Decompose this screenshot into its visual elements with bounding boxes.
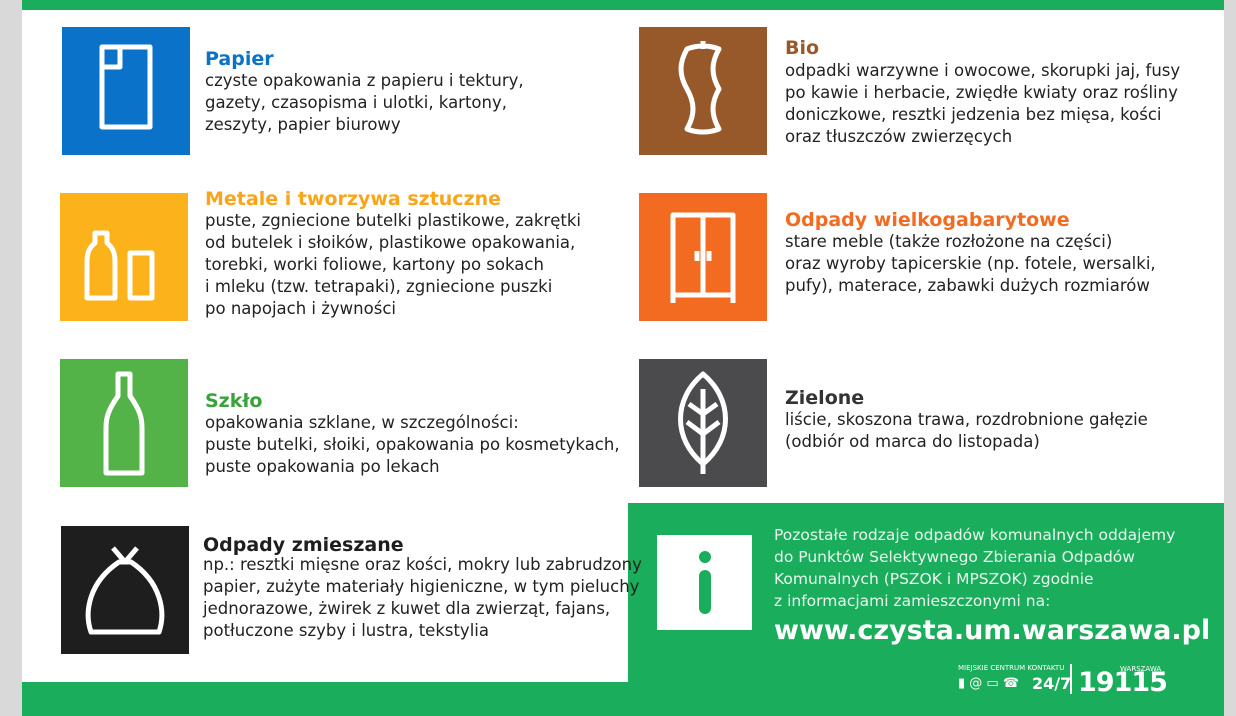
category-line: potłuczone szyby i lustra, tekstylia: [203, 621, 489, 640]
divider: [1070, 664, 1072, 694]
category-line: puste, zgniecione butelki plastikowe, za…: [205, 211, 581, 230]
category-icon: [60, 193, 188, 321]
info-glyph: [699, 551, 711, 614]
category-line: np.: resztki mięsne oraz kości, mokry lu…: [203, 555, 642, 574]
contact-label: MIEJSKIE CENTRUM KONTAKTU: [958, 664, 1065, 672]
category-line: puste opakowania po lekach: [205, 457, 440, 476]
category-line: jednorazowe, żwirek z kuwet dla zwierząt…: [203, 599, 611, 618]
category-title: Bio: [785, 37, 820, 59]
category-title: Szkło: [205, 390, 263, 412]
info-line: Komunalnych (PSZOK i MPSZOK) zgodnie: [774, 570, 1094, 588]
top-bar: [22, 0, 1224, 10]
contact-city: WARSZAWA: [1120, 665, 1162, 673]
category-title: Zielone: [785, 387, 865, 409]
category-title: Odpady zmieszane: [203, 534, 404, 556]
category-icon: [60, 359, 188, 487]
category-icon: [62, 27, 190, 155]
category-line: oraz wyroby tapicerskie (np. fotele, wer…: [785, 254, 1156, 273]
category-line: papier, zużyte materiały higieniczne, w …: [203, 577, 640, 596]
icon-glyph: [85, 546, 165, 635]
category-title: Odpady wielkogabarytowe: [785, 209, 1070, 231]
category-title: Papier: [205, 48, 274, 70]
category-line: torebki, worki foliowe, kartony po sokac…: [205, 255, 544, 274]
category-line: opakowania szklane, w szczególności:: [205, 413, 519, 432]
category-line: zeszyty, papier biurowy: [205, 115, 401, 134]
category-line: czyste opakowania z papieru i tektury,: [205, 71, 524, 90]
category-line: (odbiór od marca do listopada): [785, 432, 1040, 451]
contact-icons: ▮ @ ▭ ☎: [958, 676, 1020, 691]
icon-glyph: [103, 371, 145, 476]
info-line: do Punktów Selektywnego Zbierania Odpadó…: [774, 548, 1135, 566]
category-icon: [639, 193, 767, 321]
category-line: gazety, czasopisma i ulotki, kartony,: [205, 93, 507, 112]
contact-number: 19115: [1078, 667, 1168, 698]
category-line: oraz tłuszczów zwierzęcych: [785, 127, 1013, 146]
category-line: doniczkowe, resztki jedzenia bez mięsa, …: [785, 105, 1162, 124]
category-icon: [639, 27, 767, 155]
icon-glyph: [84, 230, 155, 301]
category-line: odpadki warzywne i owocowe, skorupki jaj…: [785, 61, 1181, 80]
icon-glyph: [670, 212, 736, 303]
category-line: od butelek i słoików, plastikowe opakowa…: [205, 233, 576, 252]
contact-hours: 24/7: [1032, 674, 1072, 693]
info-line: z informacjami zamieszczonymi na:: [774, 592, 1051, 610]
category-line: po kawie i herbacie, zwiędłe kwiaty oraz…: [785, 83, 1178, 102]
info-icon: [657, 535, 752, 630]
category-line: pufy), materace, zabawki dużych rozmiaró…: [785, 276, 1150, 295]
info-line: Pozostałe rodzaje odpadów komunalnych od…: [774, 526, 1176, 544]
category-icon: [61, 526, 189, 654]
category-line: liście, skoszona trawa, rozdrobnione gał…: [785, 410, 1148, 429]
category-line: po napojach i żywności: [205, 299, 396, 318]
icon-glyph: [678, 371, 728, 474]
category-icon: [639, 359, 767, 487]
category-line: i mleku (tzw. tetrapaki), zgniecione pus…: [205, 277, 553, 296]
category-line: puste butelki, słoiki, opakowania po kos…: [205, 435, 620, 454]
category-title: Metale i tworzywa sztuczne: [205, 188, 502, 210]
icon-glyph: [99, 44, 153, 130]
category-line: stare meble (także rozłożone na części): [785, 232, 1113, 251]
icon-glyph: [678, 41, 722, 135]
info-url[interactable]: www.czysta.um.warszawa.pl: [774, 615, 1211, 646]
